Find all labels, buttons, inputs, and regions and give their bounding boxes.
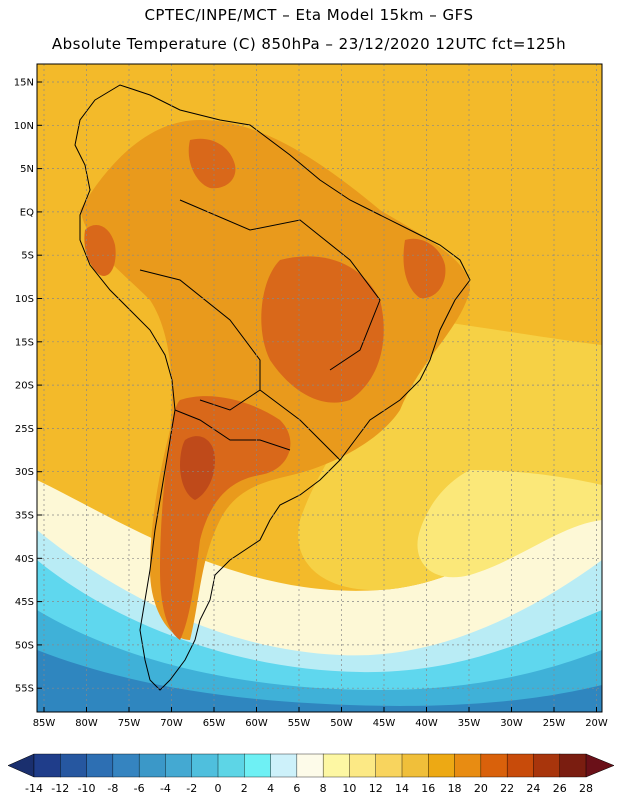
- colorbar-swatch: [480, 753, 508, 778]
- colorbar-label: 0: [215, 782, 222, 795]
- colorbar-label: -12: [51, 782, 69, 795]
- colorbar-label: -6: [134, 782, 145, 795]
- cold-region-deep-blue: [37, 650, 602, 712]
- hot-region-peru: [84, 225, 116, 276]
- colorbar-label: 20: [474, 782, 488, 795]
- colorbar-swatch: [559, 753, 587, 778]
- colorbar-swatch: [454, 753, 482, 778]
- lon-tick-label: 65W: [203, 718, 226, 729]
- lat-tick-label: 10S: [15, 294, 34, 305]
- lat-tick-label: 5S: [21, 251, 34, 262]
- lat-tick-label: 15N: [14, 78, 34, 89]
- colorbar-swatch: [191, 753, 219, 778]
- map-frame: [36, 63, 603, 713]
- colorbar-swatch: [322, 753, 350, 778]
- colorbar-label: -8: [107, 782, 118, 795]
- colorbar-label: -14: [25, 782, 43, 795]
- lat-tick-label: 40S: [15, 554, 34, 565]
- pale-region: [417, 470, 602, 578]
- colorbar-label: 24: [526, 782, 540, 795]
- colorbar-label: 28: [579, 782, 593, 795]
- colorbar-swatch: [244, 753, 272, 778]
- very-hot-region: [180, 436, 215, 500]
- country-border: [259, 389, 341, 461]
- lon-tick-label: 70W: [160, 718, 183, 729]
- lat-lon-grid: [37, 64, 602, 712]
- colorbar-label: 10: [342, 782, 356, 795]
- lon-tick-label: 85W: [33, 718, 56, 729]
- cold-region-mid-blue: [37, 610, 602, 712]
- lon-tick-label: 80W: [75, 718, 98, 729]
- colorbar-label: -4: [160, 782, 171, 795]
- colorbar-label: 12: [369, 782, 383, 795]
- colorbar-label: 16: [421, 782, 435, 795]
- chart-title-line1: CPTEC/INPE/MCT – Eta Model 15km – GFS: [144, 6, 474, 24]
- colorbar-swatch: [33, 753, 61, 778]
- colorbar-swatch: [428, 753, 456, 778]
- hot-region-venezuela: [188, 138, 236, 189]
- lat-tick-label: 5N: [20, 164, 34, 175]
- colorbar-label: 26: [553, 782, 567, 795]
- colorbar-label: -10: [78, 782, 96, 795]
- hot-region-northeast: [403, 238, 446, 299]
- lat-tick-label: 30S: [15, 467, 34, 478]
- colorbar-swatch: [296, 753, 324, 778]
- colorbar-label: 14: [395, 782, 409, 795]
- colorbar-swatch: [60, 753, 88, 778]
- mild-region-north: [340, 64, 602, 200]
- lon-tick-label: 60W: [245, 718, 268, 729]
- lat-tick-label: 15S: [15, 337, 34, 348]
- hot-region-central: [261, 256, 384, 403]
- colorbar-low-arrow: [7, 753, 35, 778]
- lon-tick-label: 75W: [118, 718, 141, 729]
- south-america-coastline: [74, 84, 471, 691]
- colorbar-label: 2: [241, 782, 248, 795]
- colorbar-label: 4: [267, 782, 274, 795]
- country-border: [139, 269, 261, 411]
- lat-tick-label: 10N: [14, 121, 34, 132]
- lat-tick-label: 25S: [15, 424, 34, 435]
- lat-tick-label: 55S: [15, 684, 34, 695]
- lon-tick-label: 55W: [288, 718, 311, 729]
- coastline-layer: [74, 84, 471, 691]
- colorbar-swatch: [217, 753, 245, 778]
- colorbar-swatch: [533, 753, 561, 778]
- country-border: [179, 199, 381, 371]
- lon-tick-label: 40W: [415, 718, 438, 729]
- colorbar: -14 -12 -10 -8 -6 -4 -2 0 2 4 6 8 10 12 14 16 18 20 22 24 26…: [7, 753, 615, 795]
- colorbar-label: 6: [293, 782, 300, 795]
- lon-tick-label: 25W: [543, 718, 566, 729]
- lon-tick-label: 45W: [373, 718, 396, 729]
- colorbar-swatch: [401, 753, 429, 778]
- lat-tick-label: 35S: [15, 511, 34, 522]
- colorbar-high-arrow: [585, 753, 615, 778]
- colorbar-swatch: [165, 753, 193, 778]
- colorbar-swatch: [112, 753, 140, 778]
- colorbar-swatch: [270, 753, 298, 778]
- lat-tick-label: 50S: [15, 640, 34, 651]
- lon-tick-label: 30W: [500, 718, 523, 729]
- lon-tick-label: 20W: [585, 718, 608, 729]
- lat-tick-label: 45S: [15, 597, 34, 608]
- country-border: [174, 409, 291, 451]
- lon-tick-label: 35W: [458, 718, 481, 729]
- lon-tick-label: 50W: [330, 718, 353, 729]
- colorbar-swatch: [86, 753, 114, 778]
- map-field: [37, 64, 602, 712]
- colorbar-label: -2: [186, 782, 197, 795]
- colorbar-label: 22: [500, 782, 514, 795]
- colorbar-swatch: [138, 753, 166, 778]
- chart-title-line2: Absolute Temperature (C) 850hPa – 23/12/…: [51, 35, 567, 53]
- lat-tick-label: EQ: [20, 207, 34, 218]
- colorbar-swatch: [375, 753, 403, 778]
- lat-tick-label: 20S: [15, 381, 34, 392]
- colorbar-swatch: [349, 753, 377, 778]
- colorbar-swatch: [506, 753, 534, 778]
- latitude-axis: 15N 10N 5N EQ 5S 10S 15S 20S 25S 30S 35S 40S 45S 50S 5…: [14, 78, 42, 695]
- colorbar-label: 8: [320, 782, 327, 795]
- colorbar-label: 18: [448, 782, 462, 795]
- longitude-axis: 85W 80W 75W 70W 65W 60W 55W 50W 45W 40W 35W 30W 25W 2…: [33, 707, 608, 729]
